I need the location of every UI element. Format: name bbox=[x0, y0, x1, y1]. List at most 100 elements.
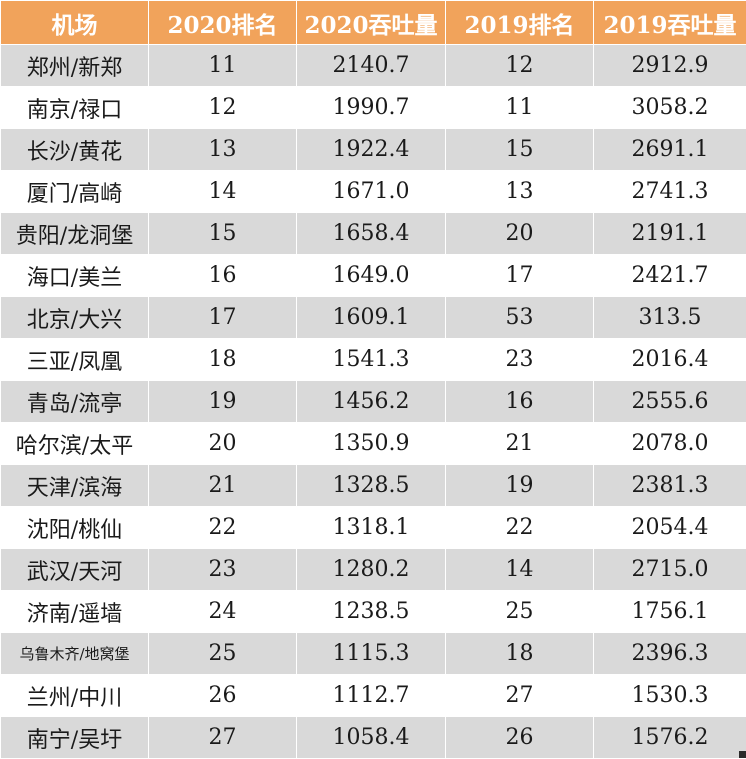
cell-2019-throughput: 2054.4 bbox=[594, 507, 746, 549]
corner-mark bbox=[739, 751, 746, 758]
cell-airport: 济南/遥墙 bbox=[1, 591, 149, 633]
cell-2019-throughput: 2555.6 bbox=[594, 381, 746, 423]
cell-2019-rank: 25 bbox=[446, 591, 594, 633]
cell-2020-throughput: 1671.0 bbox=[297, 171, 446, 213]
header-2019-rank: 2019排名 bbox=[446, 1, 594, 45]
cell-2019-throughput: 2715.0 bbox=[594, 549, 746, 591]
cell-2020-rank: 24 bbox=[149, 591, 297, 633]
cell-2019-rank: 16 bbox=[446, 381, 594, 423]
cell-airport: 天津/滨海 bbox=[1, 465, 149, 507]
cell-2019-rank: 21 bbox=[446, 423, 594, 465]
cell-2020-throughput: 1350.9 bbox=[297, 423, 446, 465]
cell-2020-rank: 22 bbox=[149, 507, 297, 549]
header-row: 机场 2020排名 2020吞吐量 2019排名 2019吞吐量 bbox=[1, 1, 746, 45]
cell-2019-rank: 19 bbox=[446, 465, 594, 507]
cell-2019-throughput: 3058.2 bbox=[594, 87, 746, 129]
cell-2020-rank: 14 bbox=[149, 171, 297, 213]
cell-airport: 海口/美兰 bbox=[1, 255, 149, 297]
cell-2020-rank: 19 bbox=[149, 381, 297, 423]
cell-airport: 南京/禄口 bbox=[1, 87, 149, 129]
header-2020-throughput: 2020吞吐量 bbox=[297, 1, 446, 45]
cell-2020-throughput: 1318.1 bbox=[297, 507, 446, 549]
cell-2019-throughput: 2381.3 bbox=[594, 465, 746, 507]
cell-2020-throughput: 1609.1 bbox=[297, 297, 446, 339]
cell-airport: 郑州/新郑 bbox=[1, 45, 149, 87]
cell-2019-rank: 17 bbox=[446, 255, 594, 297]
cell-2020-throughput: 1280.2 bbox=[297, 549, 446, 591]
cell-2020-rank: 11 bbox=[149, 45, 297, 87]
cell-airport: 北京/大兴 bbox=[1, 297, 149, 339]
header-airport: 机场 bbox=[1, 1, 149, 45]
cell-2019-rank: 27 bbox=[446, 675, 594, 717]
cell-2020-rank: 18 bbox=[149, 339, 297, 381]
cell-airport: 南宁/吴圩 bbox=[1, 717, 149, 759]
cell-2020-rank: 17 bbox=[149, 297, 297, 339]
cell-airport: 兰州/中川 bbox=[1, 675, 149, 717]
table-header: 机场 2020排名 2020吞吐量 2019排名 2019吞吐量 bbox=[1, 1, 746, 45]
cell-2020-throughput: 1541.3 bbox=[297, 339, 446, 381]
cell-2020-throughput: 1456.2 bbox=[297, 381, 446, 423]
cell-2019-throughput: 1576.2 bbox=[594, 717, 746, 759]
cell-2019-rank: 20 bbox=[446, 213, 594, 255]
cell-2019-throughput: 313.5 bbox=[594, 297, 746, 339]
cell-airport: 乌鲁木齐/地窝堡 bbox=[1, 633, 149, 675]
cell-2019-rank: 26 bbox=[446, 717, 594, 759]
cell-2019-throughput: 2078.0 bbox=[594, 423, 746, 465]
cell-2019-throughput: 2912.9 bbox=[594, 45, 746, 87]
cell-2020-rank: 12 bbox=[149, 87, 297, 129]
cell-airport: 三亚/凤凰 bbox=[1, 339, 149, 381]
cell-2020-rank: 26 bbox=[149, 675, 297, 717]
cell-airport: 青岛/流亭 bbox=[1, 381, 149, 423]
cell-2019-throughput: 2421.7 bbox=[594, 255, 746, 297]
cell-2019-throughput: 1756.1 bbox=[594, 591, 746, 633]
cell-2020-throughput: 1658.4 bbox=[297, 213, 446, 255]
cell-airport: 哈尔滨/太平 bbox=[1, 423, 149, 465]
cell-2019-rank: 12 bbox=[446, 45, 594, 87]
cell-2020-throughput: 1058.4 bbox=[297, 717, 446, 759]
cell-2019-rank: 22 bbox=[446, 507, 594, 549]
cell-2020-rank: 15 bbox=[149, 213, 297, 255]
cell-airport: 武汉/天河 bbox=[1, 549, 149, 591]
cell-2020-rank: 13 bbox=[149, 129, 297, 171]
cell-2020-rank: 25 bbox=[149, 633, 297, 675]
cell-2020-rank: 16 bbox=[149, 255, 297, 297]
cell-2020-throughput: 1922.4 bbox=[297, 129, 446, 171]
cell-2020-rank: 21 bbox=[149, 465, 297, 507]
cell-2019-rank: 18 bbox=[446, 633, 594, 675]
cell-2020-rank: 23 bbox=[149, 549, 297, 591]
cell-2020-throughput: 1115.3 bbox=[297, 633, 446, 675]
cell-2019-throughput: 2016.4 bbox=[594, 339, 746, 381]
cell-2020-throughput: 1238.5 bbox=[297, 591, 446, 633]
cell-2019-rank: 11 bbox=[446, 87, 594, 129]
cell-2020-throughput: 1328.5 bbox=[297, 465, 446, 507]
cell-2019-rank: 13 bbox=[446, 171, 594, 213]
header-2019-throughput: 2019吞吐量 bbox=[594, 1, 746, 45]
cell-2020-throughput: 1112.7 bbox=[297, 675, 446, 717]
cell-2019-throughput: 2191.1 bbox=[594, 213, 746, 255]
cell-2019-rank: 15 bbox=[446, 129, 594, 171]
cell-2019-throughput: 1530.3 bbox=[594, 675, 746, 717]
cell-2020-throughput: 1649.0 bbox=[297, 255, 446, 297]
cell-2020-throughput: 1990.7 bbox=[297, 87, 446, 129]
cell-2019-rank: 14 bbox=[446, 549, 594, 591]
cell-airport: 贵阳/龙洞堡 bbox=[1, 213, 149, 255]
